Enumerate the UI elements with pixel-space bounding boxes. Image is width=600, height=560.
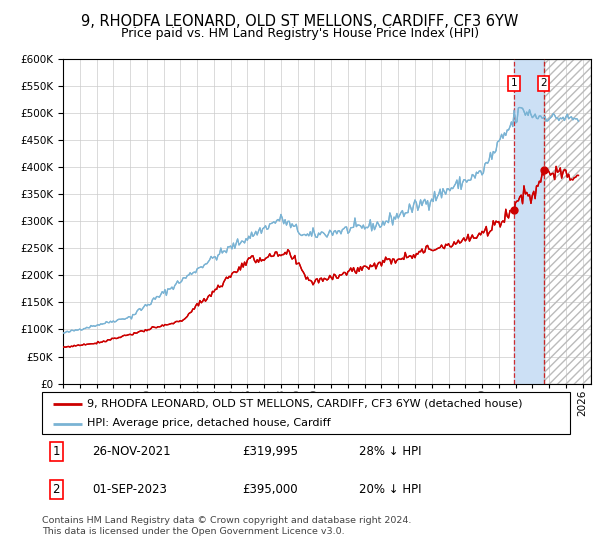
Text: Contains HM Land Registry data © Crown copyright and database right 2024.
This d: Contains HM Land Registry data © Crown c… xyxy=(42,516,412,536)
Text: 1: 1 xyxy=(511,78,518,88)
Text: 20% ↓ HPI: 20% ↓ HPI xyxy=(359,483,421,496)
FancyBboxPatch shape xyxy=(42,392,570,434)
Text: £319,995: £319,995 xyxy=(242,445,299,459)
Text: £395,000: £395,000 xyxy=(242,483,298,496)
Bar xyxy=(544,59,591,384)
Text: 28% ↓ HPI: 28% ↓ HPI xyxy=(359,445,421,459)
Bar xyxy=(514,59,544,384)
Text: 2: 2 xyxy=(53,483,60,496)
Text: 01-SEP-2023: 01-SEP-2023 xyxy=(92,483,167,496)
Text: 26-NOV-2021: 26-NOV-2021 xyxy=(92,445,171,459)
Text: 2: 2 xyxy=(540,78,547,88)
Text: 1: 1 xyxy=(53,445,60,459)
Text: 9, RHODFA LEONARD, OLD ST MELLONS, CARDIFF, CF3 6YW (detached house): 9, RHODFA LEONARD, OLD ST MELLONS, CARDI… xyxy=(87,399,523,409)
Text: HPI: Average price, detached house, Cardiff: HPI: Average price, detached house, Card… xyxy=(87,418,331,428)
Text: Price paid vs. HM Land Registry's House Price Index (HPI): Price paid vs. HM Land Registry's House … xyxy=(121,27,479,40)
Text: 9, RHODFA LEONARD, OLD ST MELLONS, CARDIFF, CF3 6YW: 9, RHODFA LEONARD, OLD ST MELLONS, CARDI… xyxy=(82,14,518,29)
Bar xyxy=(544,59,591,384)
